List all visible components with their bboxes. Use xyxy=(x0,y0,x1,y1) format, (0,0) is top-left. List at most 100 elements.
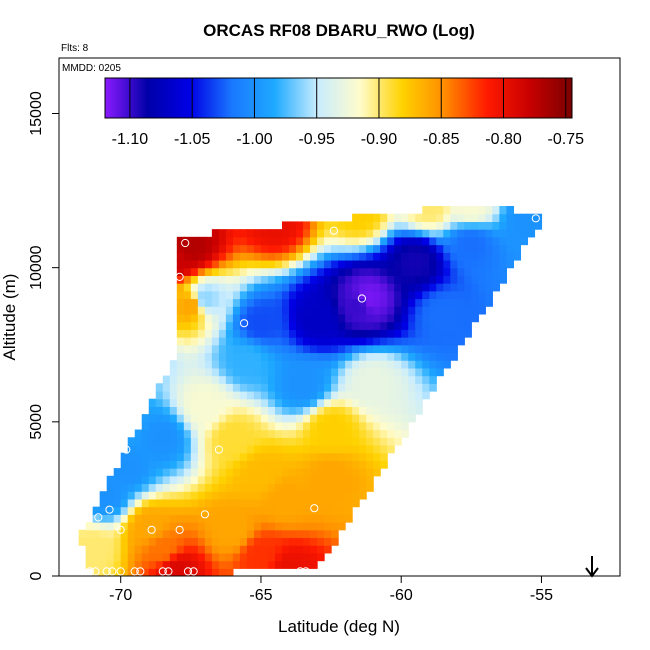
heatmap-cell xyxy=(387,367,395,377)
heatmap-cell xyxy=(345,421,353,431)
heatmap-cell xyxy=(310,545,318,554)
heatmap-cell xyxy=(296,398,304,408)
heatmap-cell xyxy=(415,383,423,392)
heatmap-cell xyxy=(415,321,423,330)
heatmap-cell xyxy=(338,337,346,346)
colorbar-gradient xyxy=(104,77,573,119)
heatmap-cell xyxy=(211,568,220,576)
heatmap-cell xyxy=(141,506,150,515)
heatmap-cell xyxy=(183,244,192,253)
heatmap-cell xyxy=(253,452,262,461)
heatmap-cell xyxy=(169,468,178,477)
heatmap-cell xyxy=(303,321,311,330)
heatmap-cell xyxy=(218,498,227,508)
heatmap-cell xyxy=(197,321,206,330)
heatmap-cell xyxy=(282,421,290,431)
heatmap-cell xyxy=(310,406,318,415)
heatmap-cell xyxy=(464,259,472,269)
heatmap-cell xyxy=(394,391,402,400)
heatmap-cell xyxy=(204,252,213,261)
heatmap-cell xyxy=(267,329,276,338)
heatmap-cell xyxy=(324,236,332,246)
heatmap-cell xyxy=(303,421,311,431)
heatmap-cell xyxy=(303,360,311,369)
heatmap-cell xyxy=(436,329,444,338)
heatmap-cell xyxy=(380,352,388,361)
heatmap-cell xyxy=(373,460,381,469)
heatmap-cell xyxy=(169,560,178,569)
heatmap-cell xyxy=(246,313,255,323)
heatmap-cell xyxy=(408,383,416,392)
heatmap-cell xyxy=(267,344,276,354)
heatmap-cell xyxy=(239,252,248,261)
heatmap-cell xyxy=(197,383,206,392)
heatmap-cell xyxy=(148,437,157,446)
heatmap-cell xyxy=(204,375,213,384)
heatmap-cell xyxy=(134,460,143,469)
heatmap-cell xyxy=(352,259,360,269)
heatmap-cell xyxy=(359,306,367,315)
heatmap-cell xyxy=(204,367,213,377)
heatmap-cell xyxy=(450,244,458,253)
heatmap-cell xyxy=(106,475,115,485)
heatmap-cell xyxy=(338,437,346,446)
heatmap-cell xyxy=(218,421,227,431)
heatmap-cell xyxy=(436,352,444,361)
heatmap-cell xyxy=(366,298,374,307)
heatmap-cell xyxy=(303,406,311,415)
heatmap-cell xyxy=(310,429,318,438)
heatmap-cell xyxy=(225,259,234,269)
heatmap-cell xyxy=(127,483,136,492)
heatmap-cell xyxy=(296,529,304,539)
heatmap-cell xyxy=(260,429,269,438)
heatmap-cell xyxy=(408,229,416,238)
heatmap-cell xyxy=(492,229,500,238)
heatmap-cell xyxy=(331,352,339,361)
heatmap-cell xyxy=(415,375,423,384)
heatmap-cell xyxy=(197,421,206,431)
heatmap-cell xyxy=(282,483,290,492)
heatmap-cell xyxy=(450,321,458,330)
heatmap-cell xyxy=(246,283,255,292)
heatmap-cell xyxy=(282,275,290,284)
heatmap-cell xyxy=(274,337,283,346)
heatmap-cell xyxy=(183,537,192,546)
heatmap-cell xyxy=(387,283,395,292)
heatmap-cell xyxy=(303,259,311,269)
heatmap-cell xyxy=(289,460,297,469)
heatmap-cell xyxy=(352,414,360,423)
heatmap-cell xyxy=(218,414,227,423)
heatmap-cell xyxy=(443,306,451,315)
heatmap-cell xyxy=(331,329,339,338)
heatmap-cell xyxy=(450,313,458,323)
heatmap-cell xyxy=(485,221,493,230)
heatmap-cell xyxy=(225,437,234,446)
heatmap-cell xyxy=(169,552,178,562)
heatmap-cell xyxy=(373,414,381,423)
heatmap-cell xyxy=(225,313,234,323)
heatmap-cell xyxy=(282,437,290,446)
heatmap-cell xyxy=(401,421,409,431)
heatmap-cell xyxy=(218,344,227,354)
heatmap-cell xyxy=(169,391,178,400)
heatmap-cell xyxy=(485,229,493,238)
heatmap-cell xyxy=(331,275,339,284)
heatmap-cell xyxy=(197,437,206,446)
heatmap-cell xyxy=(162,437,171,446)
heatmap-cell xyxy=(436,298,444,307)
heatmap-cell xyxy=(169,414,178,423)
heatmap-cell xyxy=(197,375,206,384)
heatmap-cell xyxy=(169,452,178,461)
heatmap-cell xyxy=(310,321,318,330)
heatmap-cell xyxy=(225,522,234,531)
heatmap-cell xyxy=(267,259,276,269)
heatmap-cell xyxy=(303,275,311,284)
heatmap-cell xyxy=(162,560,171,569)
heatmap-cell xyxy=(366,360,374,369)
heatmap-cell xyxy=(282,352,290,361)
heatmap-cell xyxy=(450,337,458,346)
heatmap-cell xyxy=(303,298,311,307)
heatmap-cell xyxy=(190,468,199,477)
heatmap-cell xyxy=(246,329,255,338)
